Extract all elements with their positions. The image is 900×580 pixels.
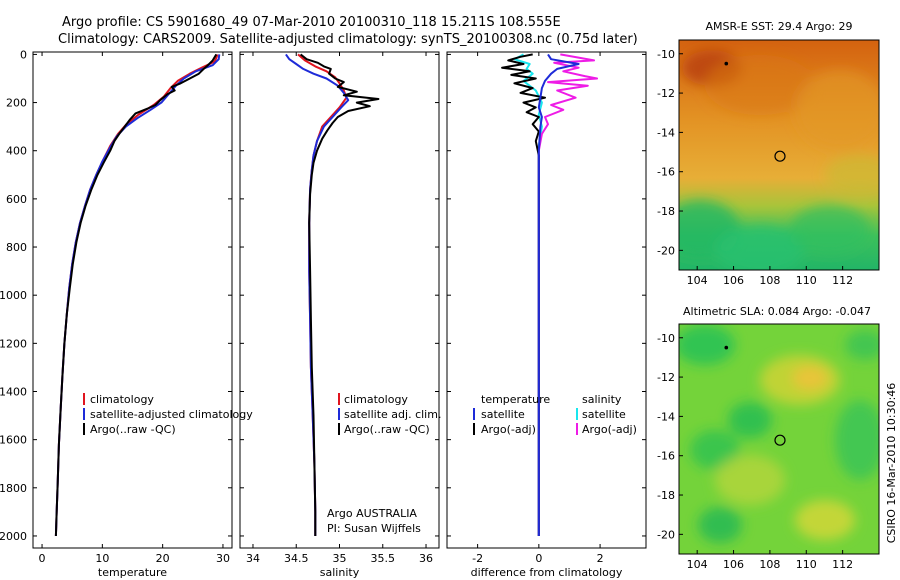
map-y-tick-label: -18	[657, 205, 675, 218]
legend-temp-climatology: climatology	[90, 393, 154, 406]
map-x-tick-label: 112	[832, 274, 853, 287]
map-y-tick-label: -16	[657, 166, 675, 179]
island-dot	[724, 345, 729, 350]
plot-frame	[32, 51, 233, 549]
x-tick-label: 35.5	[371, 552, 396, 565]
y-tick-label: 1000	[0, 289, 27, 302]
map-x-tick-label: 110	[796, 274, 817, 287]
series-line-argo-raw-qc-	[54, 53, 218, 537]
x-tick-label: 34.5	[284, 552, 309, 565]
x-tick-label: 0	[39, 552, 46, 565]
legend-diff-temp-title: temperature	[481, 393, 550, 406]
x-tick-label: -2	[472, 552, 483, 565]
sla-map-title: Altimetric SLA: 0.084 Argo: -0.047	[683, 305, 871, 318]
map-frame	[678, 323, 880, 555]
map-y-tick-label: -10	[657, 332, 675, 345]
map-y-tick-label: -20	[657, 244, 675, 257]
map-y-tick-label: -12	[657, 87, 675, 100]
x-tick-label: 10	[95, 552, 109, 565]
x-tick-label: 36	[419, 552, 433, 565]
legend-sal-climatology: climatology	[344, 393, 408, 406]
y-tick-label: 2000	[0, 530, 27, 543]
y-tick-label: 0	[20, 48, 27, 61]
series-line-argo-raw-qc-	[299, 53, 380, 536]
sst-map-title: AMSR-E SST: 29.4 Argo: 29	[705, 20, 852, 33]
sst-map-image	[679, 40, 879, 270]
y-tick-label: 600	[6, 193, 27, 206]
map-y-tick-label: -10	[657, 48, 675, 61]
argo-position-marker	[774, 434, 786, 446]
x-tick-label: 34	[246, 552, 260, 565]
map-x-tick-label: 108	[759, 274, 780, 287]
figure-title: Argo profile: CS 5901680_49 07-Mar-2010 …	[62, 15, 561, 30]
map-y-tick-label: -14	[657, 410, 675, 423]
x-tick-label: 20	[156, 552, 170, 565]
y-tick-label: 400	[6, 145, 27, 158]
legend-sal-argo: Argo(..raw -QC)	[344, 423, 430, 436]
map-x-tick-label: 110	[796, 558, 817, 571]
x-axis-label: temperature	[98, 566, 167, 579]
island-dot	[724, 61, 729, 66]
x-tick-label: 2	[597, 552, 604, 565]
series-line-temperature-satellite	[537, 53, 580, 536]
y-tick-label: 200	[6, 97, 27, 110]
sla-map-image	[679, 324, 879, 554]
map-x-tick-label: 106	[723, 558, 744, 571]
x-tick-label: 30	[216, 552, 230, 565]
y-tick-label: 1600	[0, 434, 27, 447]
legend-diff-temp-argo: Argo(-adj)	[481, 423, 536, 436]
map-y-tick-label: -16	[657, 450, 675, 463]
map-x-tick-label: 104	[687, 274, 708, 287]
map-x-tick-label: 112	[832, 558, 853, 571]
argo-australia-label: Argo AUSTRALIA	[327, 507, 417, 520]
map-frame	[678, 39, 880, 271]
map-x-tick-label: 104	[687, 558, 708, 571]
argo-position-marker	[774, 150, 786, 162]
legend-diff-temp-satellite: satellite	[481, 408, 525, 421]
x-axis-label: salinity	[320, 566, 360, 579]
side-label: CSIRO 16-Mar-2010 10:30:46	[885, 383, 898, 544]
legend-diff-sal-title: salinity	[582, 393, 622, 406]
y-tick-label: 1200	[0, 337, 27, 350]
plot-frame	[239, 51, 440, 549]
legend-diff-sal-satellite: satellite	[582, 408, 626, 421]
x-tick-label: 35	[333, 552, 347, 565]
temperature-panel: 0 200 400 600 800 1000 1200 1400 1600 1800 2000 0 10…	[0, 48, 233, 579]
y-tick-label: 1400	[0, 385, 27, 398]
legend-temp-argo: Argo(..raw -QC)	[90, 423, 176, 436]
figure-subtitle: Climatology: CARS2009. Satellite-adjuste…	[58, 32, 638, 47]
map-y-tick-label: -14	[657, 126, 675, 139]
legend-diff-sal-argo: Argo(-adj)	[582, 423, 637, 436]
x-tick-label: 0	[535, 552, 542, 565]
map-x-tick-label: 106	[723, 274, 744, 287]
y-tick-label: 800	[6, 241, 27, 254]
y-tick-label: 1800	[0, 482, 27, 495]
legend-sal-satellite: satellite adj. clim.	[344, 408, 441, 421]
salinity-panel: 34 34.5 35 35.5 36 salinity	[239, 51, 440, 579]
pi-label: PI: Susan Wijffels	[327, 522, 421, 535]
map-y-tick-label: -18	[657, 489, 675, 502]
map-y-tick-label: -20	[657, 528, 675, 541]
legend-temp-satellite: satellite-adjusted climatology	[90, 408, 253, 421]
map-y-tick-label: -12	[657, 371, 675, 384]
sst-map-axes: 104 106 108 110 112 -10 -12 -14 -16 -18 -20	[657, 39, 880, 287]
map-x-tick-label: 108	[759, 558, 780, 571]
plot-frame	[446, 51, 647, 549]
x-axis-label: difference from climatology	[471, 566, 623, 579]
sla-map-axes: 104 106 108 110 112 -10 -12 -14 -16 -18 -20	[657, 323, 880, 571]
